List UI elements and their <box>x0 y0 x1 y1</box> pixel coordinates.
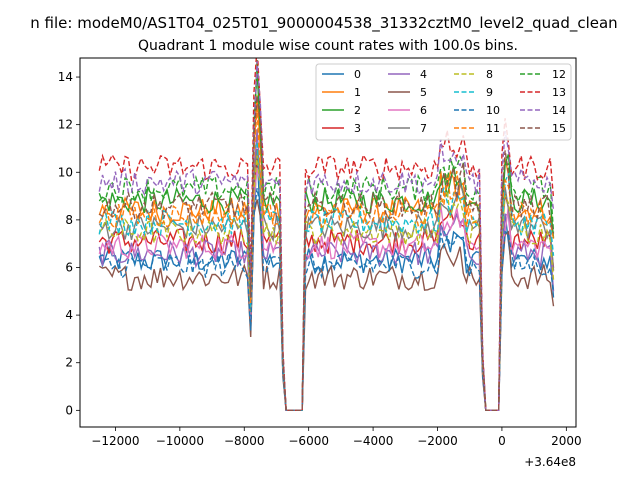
legend-label-10: 10 <box>486 104 500 117</box>
y-tick-label: 2 <box>65 356 73 370</box>
legend-label-13: 13 <box>552 86 566 99</box>
legend-label-5: 5 <box>420 86 427 99</box>
chart-title: Quadrant 1 module wise count rates with … <box>138 38 518 54</box>
series-line-14 <box>98 61 555 411</box>
series-layer <box>98 58 555 411</box>
legend-label-12: 12 <box>552 68 566 81</box>
legend-label-6: 6 <box>420 104 427 117</box>
y-axis: 0 2 4 6 8 10 12 14 <box>58 70 80 417</box>
legend-label-14: 14 <box>552 104 566 117</box>
series-line-13 <box>98 58 555 411</box>
y-tick-label: 12 <box>58 118 73 132</box>
plot-frame <box>79 57 577 428</box>
legend-label-11: 11 <box>486 122 500 135</box>
legend-label-9: 9 <box>486 86 493 99</box>
series-line-12 <box>98 59 555 411</box>
series-line-1 <box>98 95 555 411</box>
series-line-8 <box>98 155 555 411</box>
legend-label-0: 0 <box>354 68 361 81</box>
legend-frame <box>315 63 572 141</box>
series-line-9 <box>98 140 555 411</box>
x-tick-label: 2000 <box>551 434 582 448</box>
y-tick-label: 8 <box>65 213 73 227</box>
series-line-5 <box>98 199 555 411</box>
legend-label-2: 2 <box>354 104 361 117</box>
x-offset-label: +3.64e8 <box>524 455 576 469</box>
y-tick-label: 6 <box>65 260 73 274</box>
legend-label-8: 8 <box>486 68 493 81</box>
series-line-11 <box>98 108 555 411</box>
x-axis: −12000 −10000 −8000 −6000 −4000 −2000 0 2000 <box>91 427 582 448</box>
x-tick-label: 0 <box>498 434 506 448</box>
legend-label-3: 3 <box>354 122 361 135</box>
x-tick-label: −2000 <box>417 434 458 448</box>
series-line-4 <box>98 129 555 411</box>
x-tick-label: −6000 <box>288 434 329 448</box>
legend-label-15: 15 <box>552 122 566 135</box>
y-tick-label: 0 <box>65 403 73 417</box>
series-line-10 <box>99 188 555 411</box>
y-tick-label: 14 <box>58 70 73 84</box>
x-tick-label: −4000 <box>353 434 394 448</box>
series-line-6 <box>98 167 555 411</box>
x-tick-label: −10000 <box>156 434 204 448</box>
suptitle: n file: modeM0/AS1T04_025T01_9000004538_… <box>30 14 617 33</box>
y-tick-label: 10 <box>58 165 73 179</box>
series-line-0 <box>98 153 555 411</box>
legend-label-4: 4 <box>420 68 427 81</box>
legend-label-7: 7 <box>420 122 427 135</box>
series-line-15 <box>98 96 555 411</box>
x-tick-label: −8000 <box>224 434 265 448</box>
y-tick-label: 4 <box>65 308 73 322</box>
legend-label-1: 1 <box>354 86 361 99</box>
x-tick-label: −12000 <box>91 434 139 448</box>
